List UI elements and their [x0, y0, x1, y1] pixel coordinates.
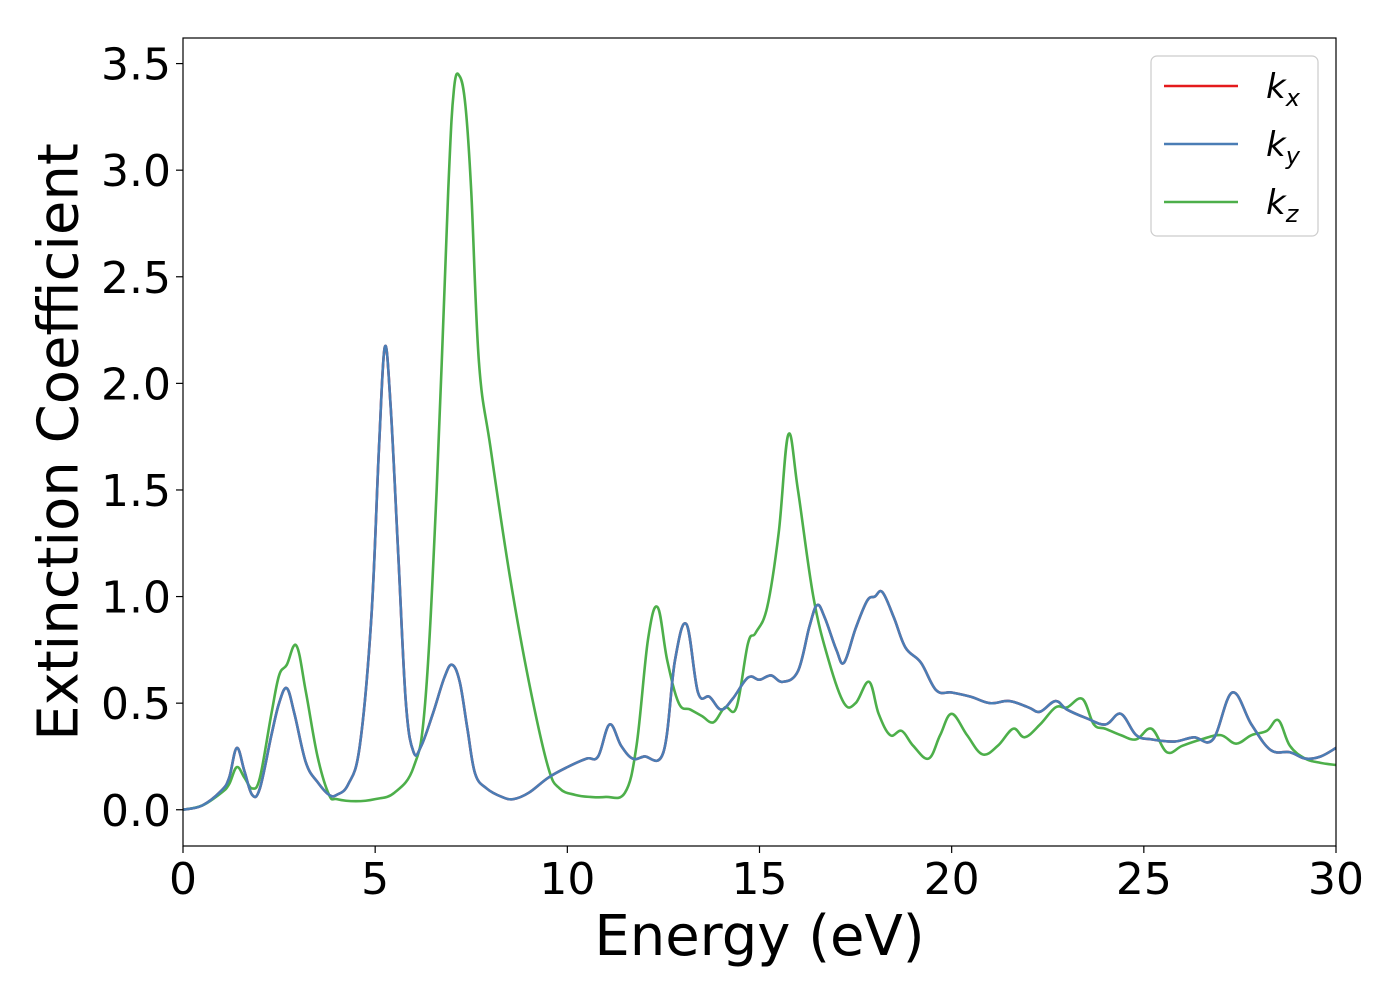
y-tick-label: 3.0	[101, 146, 171, 197]
legend-label-kx: kx	[1266, 67, 1301, 112]
series-line-ky	[183, 344, 1336, 812]
y-tick-label: 3.5	[101, 40, 171, 91]
x-tick-label: 5	[361, 854, 389, 905]
legend-box	[1150, 55, 1319, 237]
legend-label-sub: x	[1285, 84, 1301, 112]
y-axis-label: Extinction Coefficient	[27, 143, 92, 741]
legend-label-main: k	[1266, 183, 1287, 223]
y-tick-label: 0.5	[101, 679, 171, 730]
x-tick-label: 30	[1308, 854, 1364, 905]
legend-label-main: k	[1266, 67, 1287, 107]
y-tick-label: 2.5	[101, 253, 171, 304]
series-line-kz	[183, 72, 1336, 812]
y-tick-label: 2.0	[101, 359, 171, 410]
legend-label-kz: kz	[1266, 183, 1300, 228]
x-tick-label: 0	[169, 854, 197, 905]
x-tick-label: 20	[924, 854, 980, 905]
y-axis: 0.0 0.5 1.0 1.5 2.0 2.5 3.0 3.5	[101, 40, 183, 837]
x-tick-label: 15	[732, 854, 788, 905]
y-tick-label: 1.0	[101, 573, 171, 624]
x-tick-label: 25	[1116, 854, 1172, 905]
y-tick-label: 1.5	[101, 466, 171, 517]
legend-label-main: k	[1266, 125, 1287, 165]
legend-label-sub: z	[1285, 200, 1300, 228]
y-tick-label: 0.0	[101, 786, 171, 837]
series-layer	[183, 72, 1336, 812]
x-axis-label: Energy (eV)	[594, 904, 924, 969]
legend-label-ky: ky	[1266, 125, 1301, 170]
legend-label-sub: y	[1285, 142, 1301, 170]
x-tick-label: 10	[539, 854, 595, 905]
x-axis: 0 5 10 15 20 25 30	[169, 846, 1364, 905]
